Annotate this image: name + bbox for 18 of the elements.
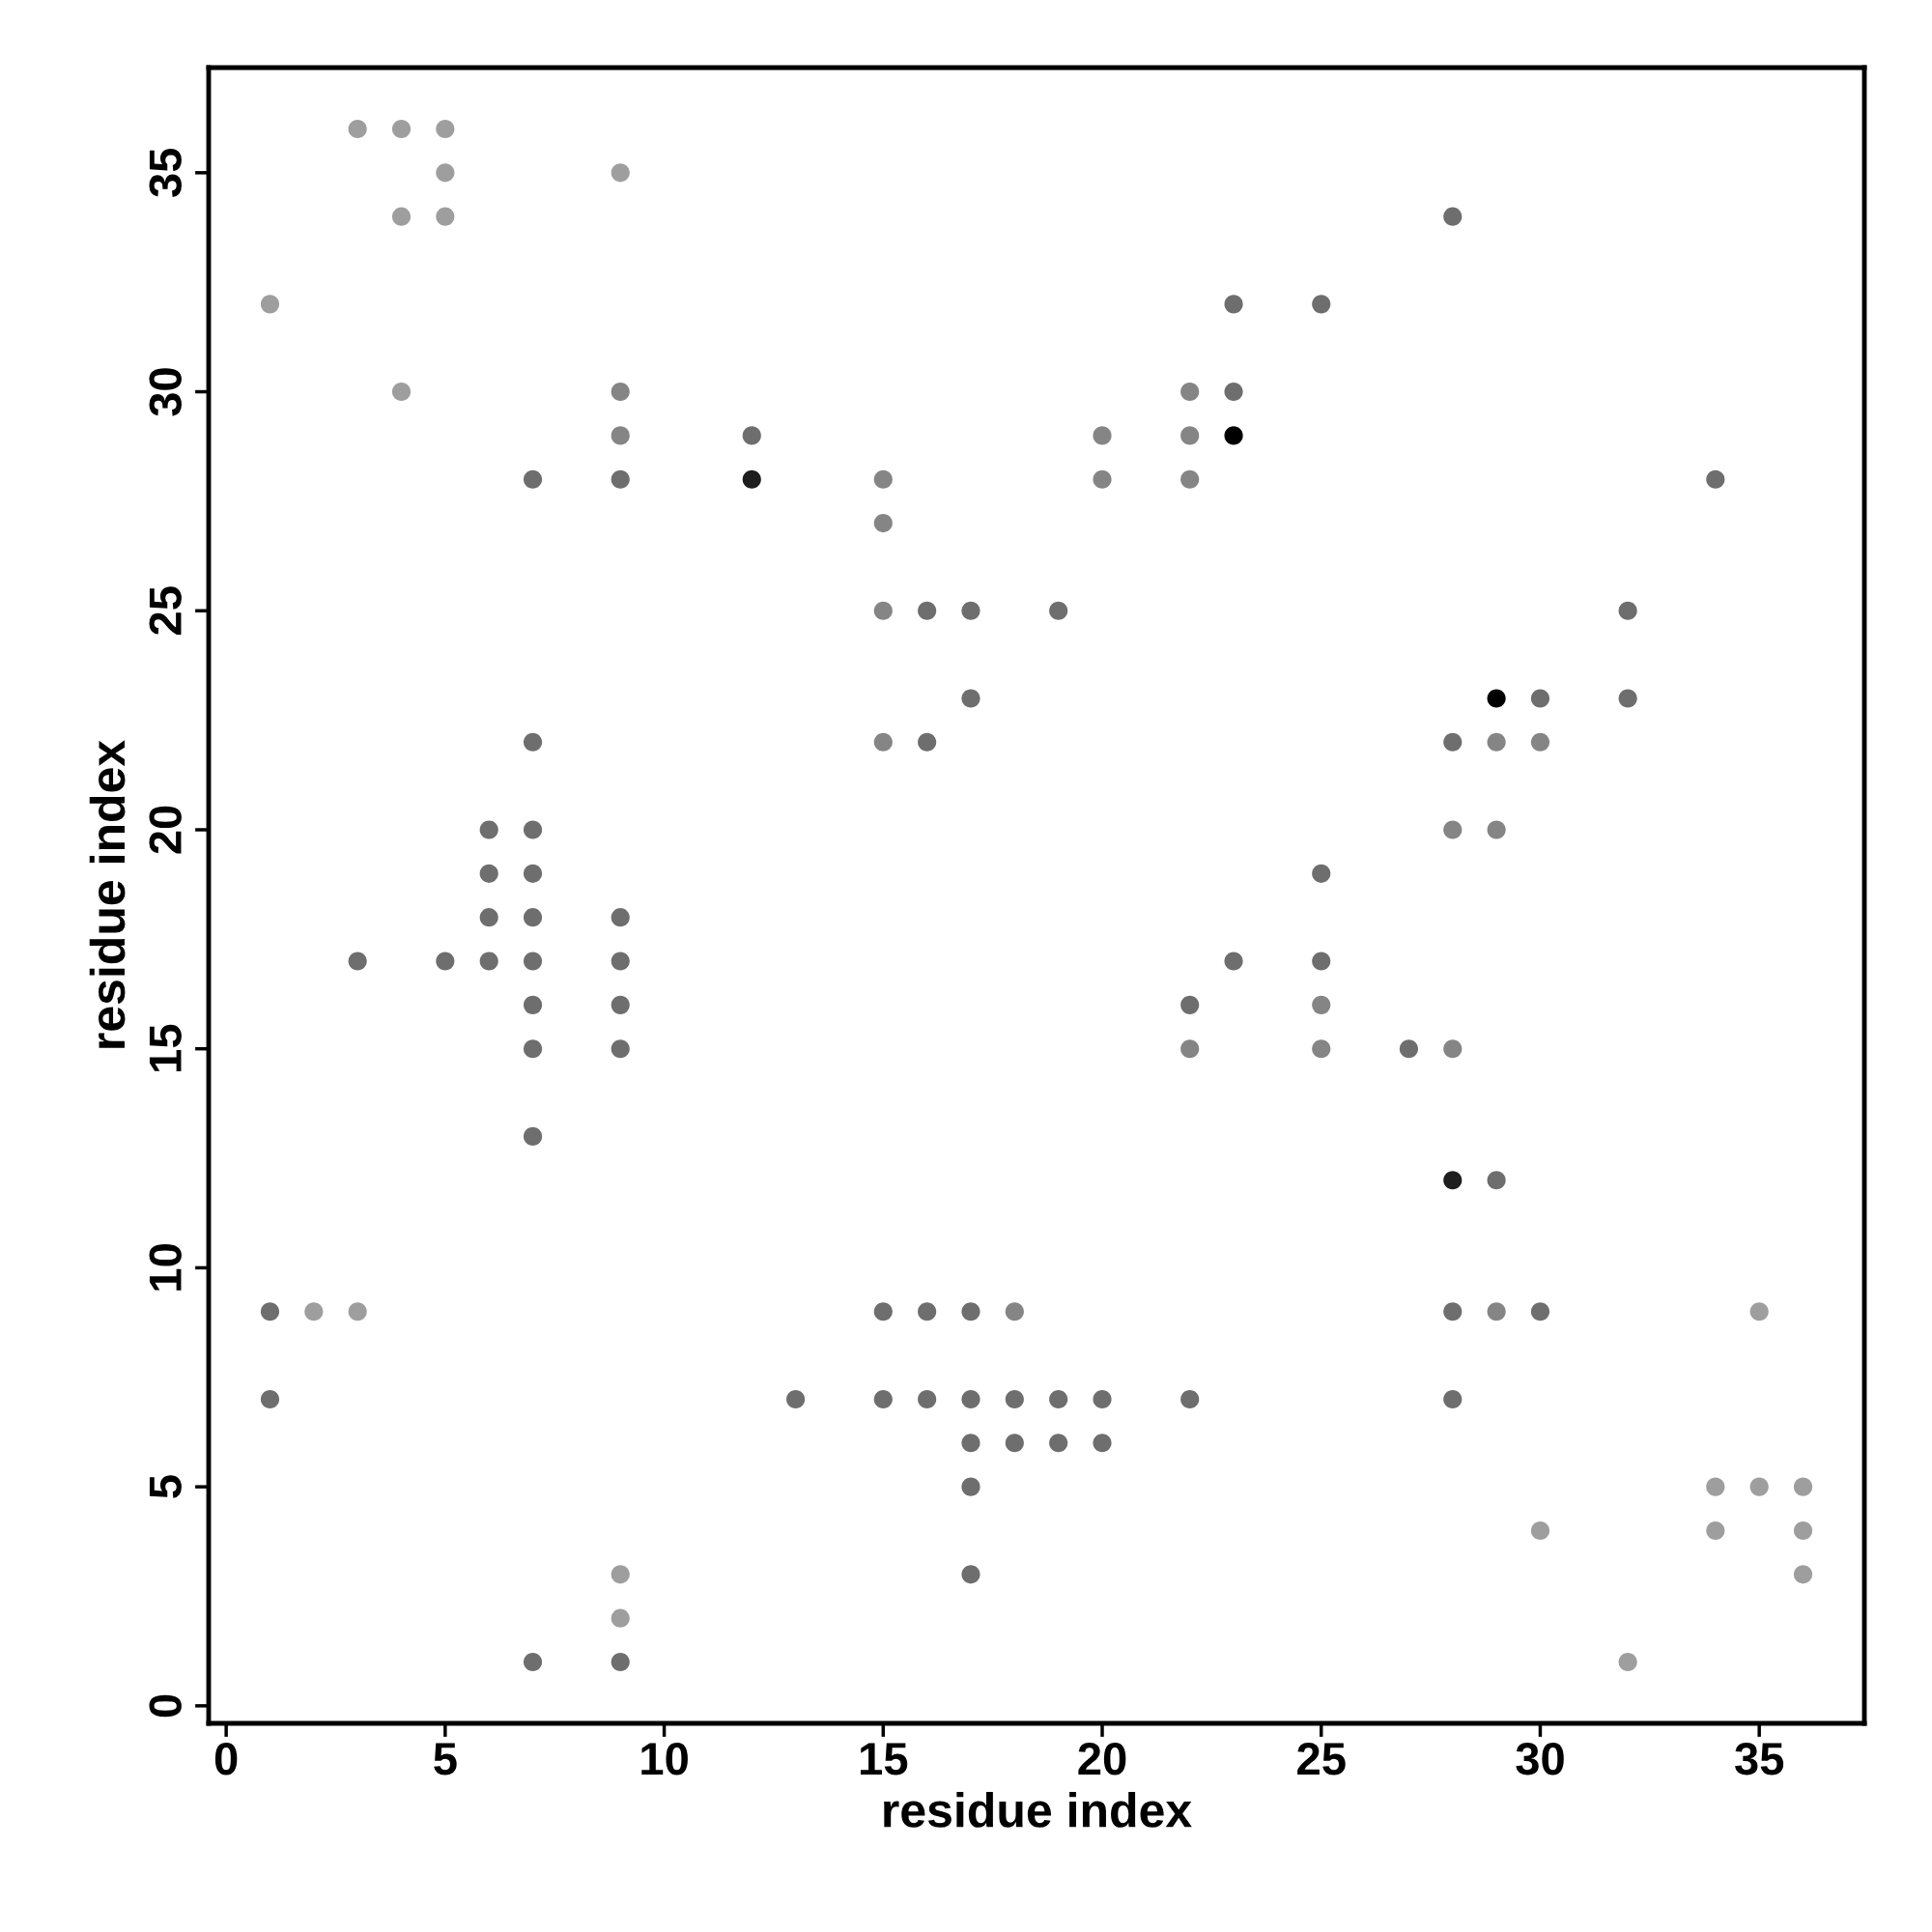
- y-tick-label: 30: [149, 368, 182, 416]
- y-tick-label: 10: [149, 1244, 182, 1291]
- y-axis-title: residue index: [89, 740, 126, 1048]
- x-tick-label: 5: [434, 1743, 457, 1776]
- y-tick-label: 15: [149, 1024, 182, 1071]
- y-tick-label: 0: [149, 1694, 182, 1718]
- x-axis-title: residue index: [884, 1792, 1192, 1828]
- y-tick-label: 20: [149, 806, 182, 854]
- x-tick-label: 10: [641, 1743, 688, 1776]
- y-tick-label: 25: [149, 586, 182, 635]
- y-tick-label: 35: [149, 148, 182, 197]
- x-tick-label: 15: [861, 1743, 908, 1776]
- x-tick-label: 25: [1297, 1743, 1346, 1776]
- x-tick-label: 0: [214, 1743, 238, 1776]
- y-tick-label: 5: [149, 1475, 182, 1498]
- x-tick-label: 35: [1735, 1743, 1784, 1776]
- x-tick-label: 20: [1078, 1743, 1126, 1776]
- x-tick-label: 30: [1516, 1743, 1564, 1776]
